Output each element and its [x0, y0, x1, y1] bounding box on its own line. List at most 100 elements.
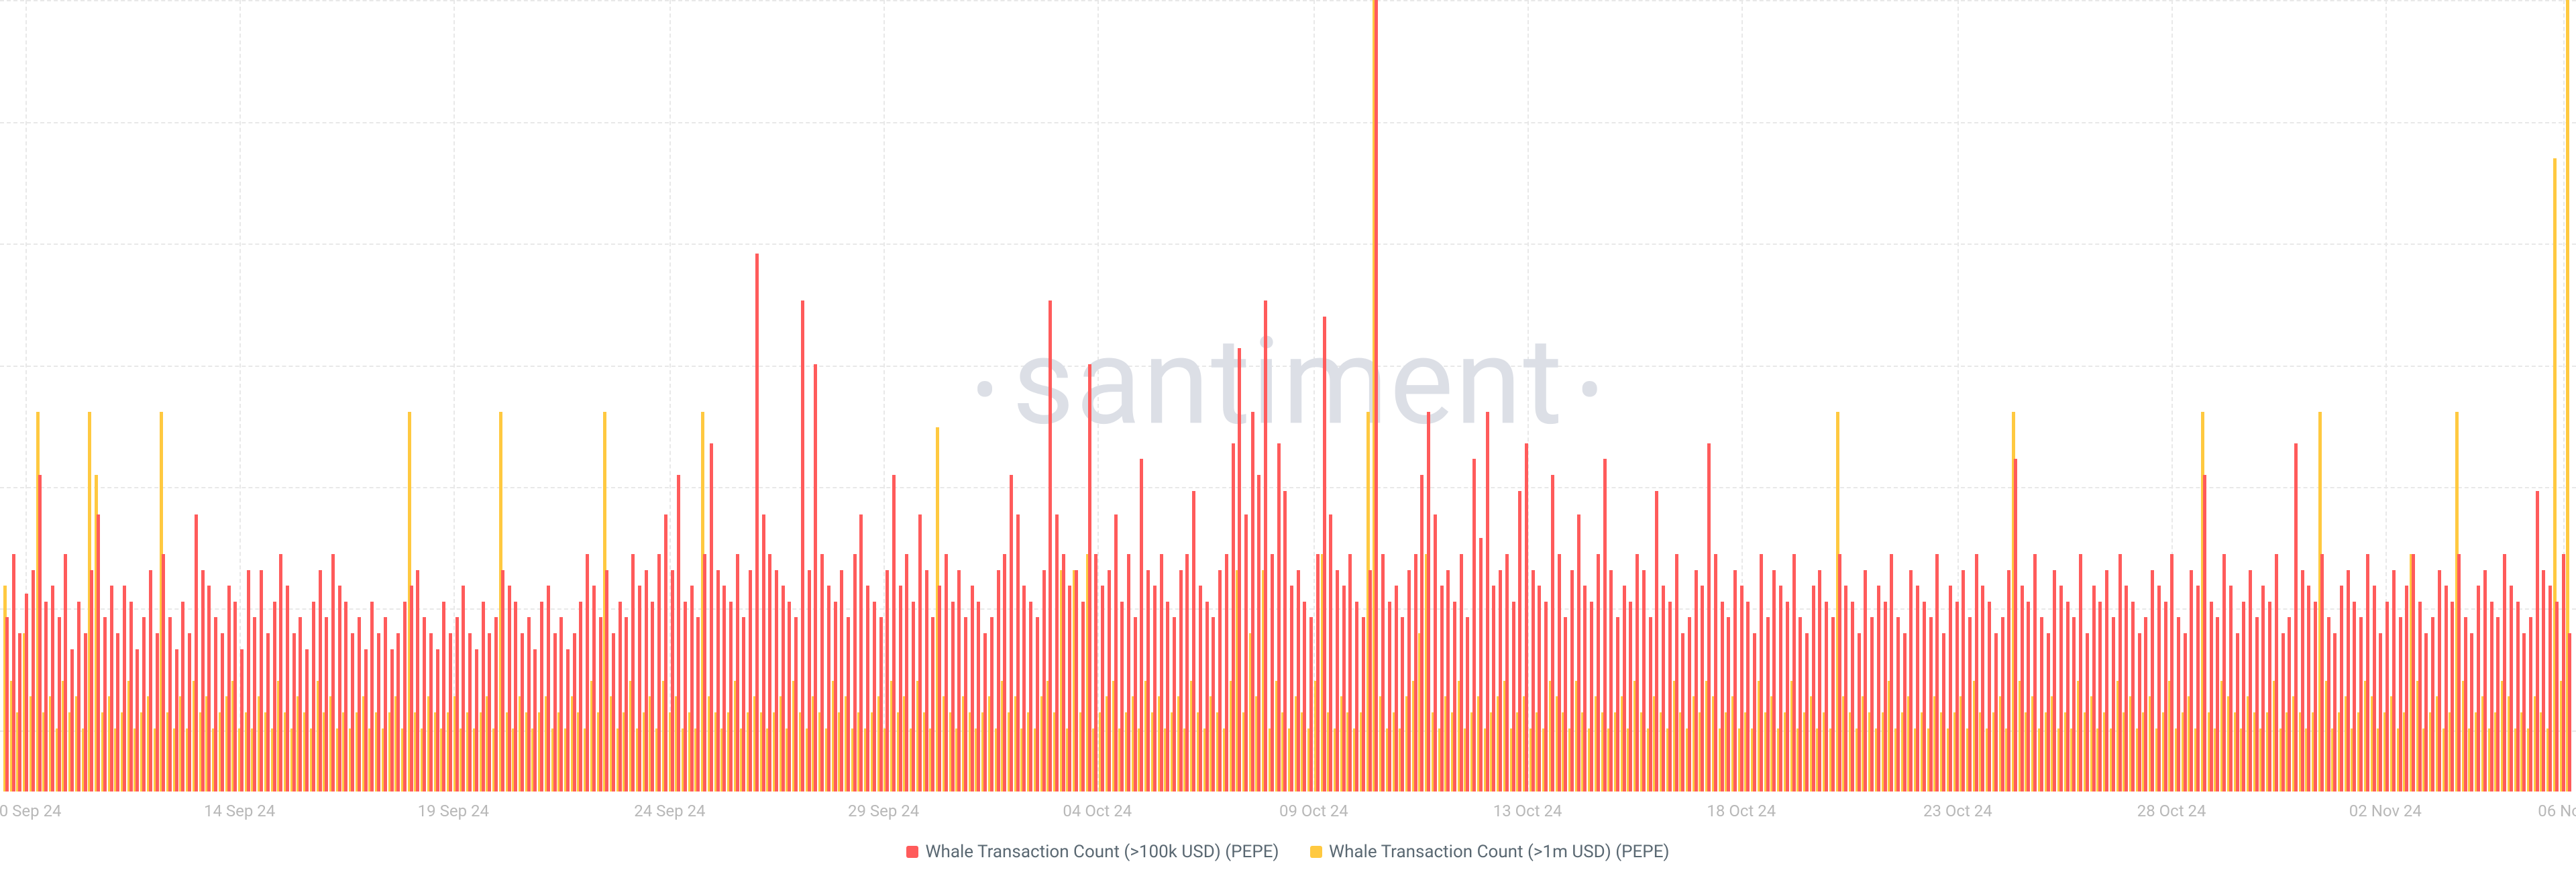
bar	[957, 570, 961, 792]
bar	[690, 586, 694, 792]
bar	[116, 633, 119, 792]
bar	[149, 570, 152, 792]
bar	[2184, 633, 2187, 792]
bar	[195, 514, 198, 792]
bar	[2510, 586, 2513, 792]
bar	[1812, 586, 1815, 792]
bar	[18, 633, 21, 792]
bar	[1701, 586, 1704, 792]
bar	[1277, 443, 1281, 792]
bar	[1094, 554, 1097, 792]
bar	[514, 602, 517, 792]
bar	[827, 586, 830, 792]
bar	[1994, 633, 1998, 792]
bar	[2418, 602, 2422, 792]
bar	[2412, 554, 2415, 792]
bar	[1649, 617, 1652, 792]
bar	[1466, 617, 1469, 792]
x-tick-label: 19 Sep 24	[418, 802, 489, 820]
bar	[945, 554, 948, 792]
bar	[1355, 602, 1358, 792]
x-tick-label: 18 Oct 24	[1707, 802, 1776, 820]
bar	[358, 617, 361, 792]
bar	[1955, 602, 1959, 792]
bar	[820, 554, 824, 792]
bar	[2385, 602, 2389, 792]
bar	[1140, 459, 1143, 792]
bar	[619, 602, 622, 792]
bar	[260, 570, 263, 792]
bar	[1362, 617, 1365, 792]
bar	[1884, 602, 1887, 792]
bar	[84, 633, 87, 792]
bar	[2405, 586, 2408, 792]
bar	[2399, 617, 2402, 792]
bar	[1988, 602, 1991, 792]
bar	[2359, 617, 2363, 792]
bar	[684, 602, 687, 792]
bar	[755, 254, 759, 792]
bar	[1818, 570, 1821, 792]
bar	[573, 633, 576, 792]
bar	[1942, 633, 1945, 792]
x-tick-label: 10 Sep 24	[0, 802, 62, 820]
bar	[1851, 602, 1854, 792]
bar	[1707, 443, 1711, 792]
bar	[1590, 602, 1593, 792]
bar	[1825, 602, 1828, 792]
bar	[2379, 633, 2382, 792]
bar	[2516, 602, 2520, 792]
bar	[247, 570, 250, 792]
bar	[1551, 475, 1554, 792]
bar	[384, 617, 387, 792]
bar	[768, 554, 771, 792]
bar	[1238, 348, 1241, 792]
bar	[207, 586, 211, 792]
bar	[1127, 554, 1130, 792]
bar	[1909, 570, 1913, 792]
x-tick-label: 13 Oct 24	[1493, 802, 1562, 820]
bar	[749, 570, 752, 792]
bar	[1538, 586, 1541, 792]
bar	[1225, 554, 1228, 792]
bar	[1016, 514, 1020, 792]
bar	[1460, 554, 1463, 792]
bar	[1753, 633, 1756, 792]
bar	[1368, 570, 1372, 792]
bar	[559, 617, 563, 792]
bar	[508, 586, 511, 792]
bar	[97, 514, 100, 792]
bar	[2033, 554, 2037, 792]
bar	[527, 617, 531, 792]
bar	[312, 602, 315, 792]
bar	[351, 633, 354, 792]
bar	[429, 633, 433, 792]
bar	[2503, 554, 2506, 792]
bar	[2222, 554, 2226, 792]
bar	[1160, 554, 1163, 792]
bar	[1244, 514, 1248, 792]
bar	[2392, 570, 2396, 792]
bar	[240, 649, 244, 792]
bar	[181, 602, 184, 792]
bar	[729, 602, 733, 792]
bar	[1042, 570, 1046, 792]
bar	[540, 602, 543, 792]
bar	[521, 633, 524, 792]
bar	[2118, 554, 2122, 792]
bar	[834, 602, 837, 792]
bar	[449, 633, 452, 792]
bar	[2275, 554, 2278, 792]
bar	[1479, 538, 1483, 792]
bar	[292, 633, 296, 792]
bar	[2347, 570, 2350, 792]
bar	[455, 617, 459, 792]
bar	[2568, 633, 2571, 792]
bar	[2112, 617, 2115, 792]
bar	[899, 586, 902, 792]
bar	[1616, 617, 1619, 792]
bar	[794, 617, 798, 792]
bar	[638, 586, 641, 792]
bar	[1348, 554, 1352, 792]
bar	[2340, 586, 2343, 792]
